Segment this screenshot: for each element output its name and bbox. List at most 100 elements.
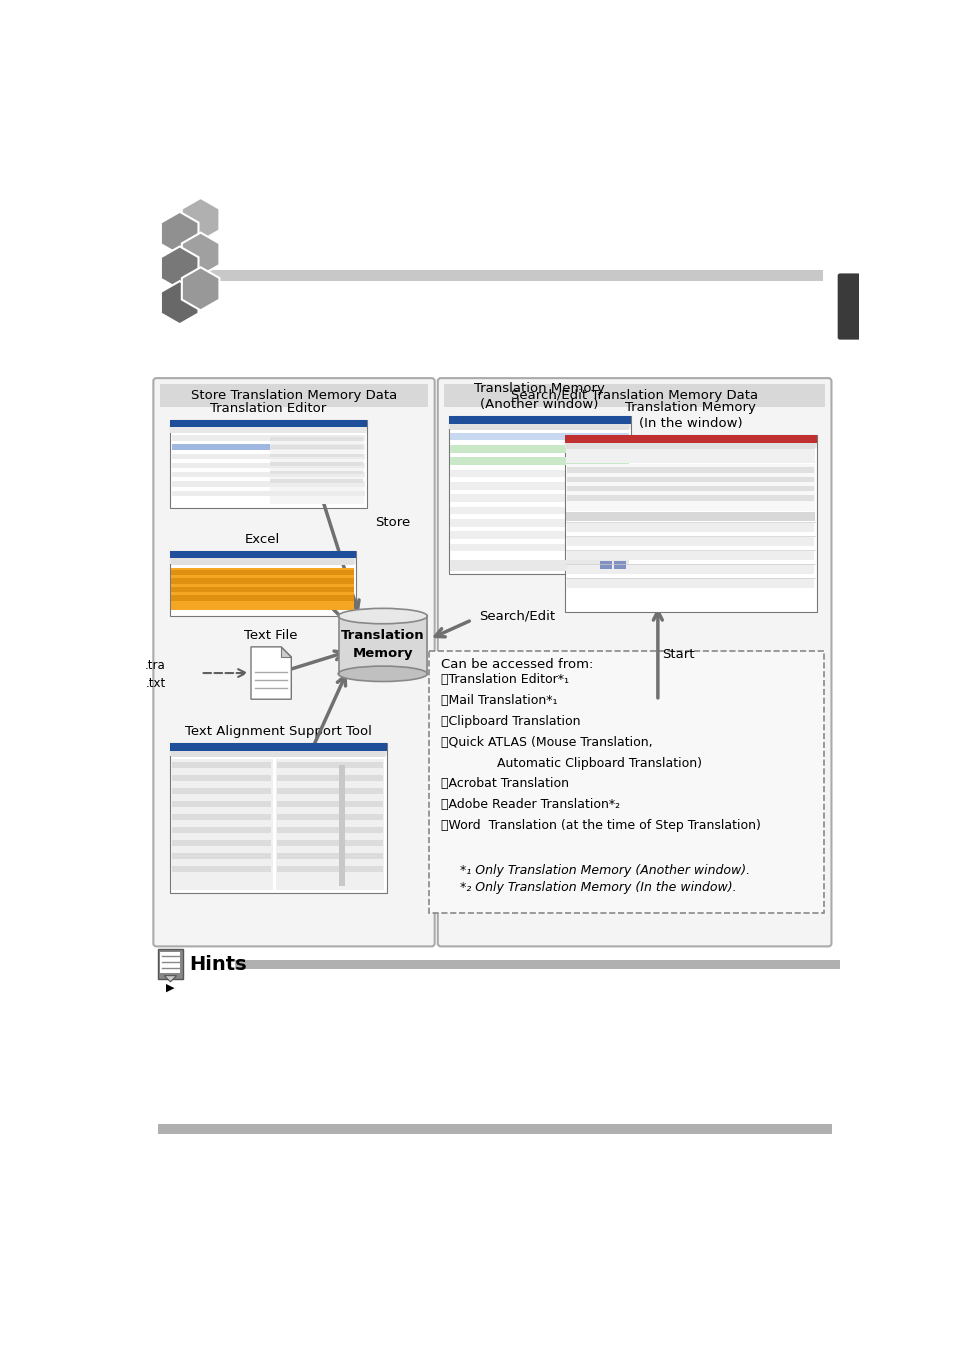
- Text: Text File: Text File: [244, 630, 297, 642]
- Bar: [567, 550, 814, 559]
- Bar: [450, 495, 629, 501]
- Bar: [567, 468, 814, 473]
- Bar: [270, 462, 362, 466]
- Bar: [276, 801, 382, 807]
- Bar: [158, 949, 183, 979]
- Bar: [172, 445, 270, 450]
- Bar: [567, 537, 814, 546]
- Text: Store Translation Memory Data: Store Translation Memory Data: [191, 390, 396, 402]
- Bar: [270, 470, 362, 474]
- Bar: [172, 472, 365, 477]
- Bar: [450, 519, 629, 527]
- Bar: [170, 550, 355, 558]
- Ellipse shape: [337, 608, 427, 624]
- Bar: [172, 853, 271, 860]
- Bar: [235, 960, 840, 969]
- Bar: [567, 495, 814, 500]
- Text: .tra
.txt: .tra .txt: [145, 659, 166, 690]
- Text: Text Alignment Support Tool: Text Alignment Support Tool: [185, 725, 371, 739]
- Bar: [270, 479, 362, 483]
- Text: Automatic Clipboard Translation): Automatic Clipboard Translation): [440, 756, 701, 770]
- Bar: [450, 433, 629, 441]
- Bar: [270, 435, 364, 504]
- Polygon shape: [281, 647, 291, 656]
- Bar: [172, 840, 271, 847]
- Bar: [172, 435, 365, 441]
- Bar: [450, 445, 629, 453]
- Bar: [203, 271, 822, 282]
- Polygon shape: [161, 212, 198, 255]
- Bar: [450, 531, 629, 539]
- Bar: [450, 483, 629, 489]
- Text: ・Clipboard Translation: ・Clipboard Translation: [440, 714, 579, 728]
- Bar: [172, 491, 365, 496]
- Text: Translation
Memory: Translation Memory: [340, 630, 424, 661]
- Ellipse shape: [337, 666, 427, 682]
- Bar: [171, 558, 354, 565]
- Bar: [564, 442, 816, 448]
- Bar: [170, 419, 367, 427]
- Polygon shape: [182, 233, 219, 276]
- Bar: [567, 578, 814, 588]
- Bar: [170, 419, 367, 508]
- FancyBboxPatch shape: [437, 379, 831, 946]
- Polygon shape: [161, 282, 198, 325]
- Bar: [450, 469, 629, 477]
- Bar: [567, 523, 814, 532]
- Bar: [171, 570, 354, 576]
- Text: ・Acrobat Translation: ・Acrobat Translation: [440, 778, 568, 790]
- Bar: [566, 449, 815, 462]
- Bar: [566, 512, 815, 522]
- Text: ・Mail Translation*₁: ・Mail Translation*₁: [440, 694, 557, 708]
- Bar: [450, 457, 629, 465]
- Polygon shape: [161, 247, 198, 290]
- Bar: [566, 464, 815, 511]
- Bar: [448, 417, 630, 574]
- Bar: [270, 437, 362, 441]
- Bar: [275, 759, 383, 890]
- Bar: [448, 417, 630, 423]
- Bar: [170, 751, 386, 756]
- Text: Search/Edit: Search/Edit: [479, 609, 556, 623]
- Text: Translation Editor: Translation Editor: [210, 402, 326, 415]
- Bar: [172, 462, 365, 468]
- Text: ・Translation Editor*₁: ・Translation Editor*₁: [440, 674, 568, 686]
- Text: ▶: ▶: [166, 983, 174, 993]
- Bar: [567, 477, 814, 483]
- Bar: [160, 952, 180, 973]
- Bar: [270, 453, 362, 457]
- Bar: [567, 485, 814, 491]
- Bar: [159, 384, 428, 407]
- FancyBboxPatch shape: [153, 379, 435, 946]
- Bar: [276, 762, 382, 768]
- Bar: [170, 743, 386, 894]
- Bar: [450, 507, 629, 515]
- Bar: [171, 586, 354, 592]
- Bar: [450, 445, 629, 453]
- Bar: [276, 840, 382, 847]
- Bar: [450, 543, 629, 551]
- Bar: [172, 762, 271, 768]
- Text: Start: Start: [661, 648, 694, 661]
- Bar: [158, 1124, 831, 1134]
- Bar: [170, 550, 355, 616]
- Text: Hints: Hints: [189, 954, 247, 973]
- Bar: [172, 481, 365, 487]
- Bar: [171, 596, 354, 601]
- Bar: [171, 759, 273, 890]
- Bar: [172, 814, 271, 820]
- Text: Search/Edit Translation Memory Data: Search/Edit Translation Memory Data: [511, 390, 758, 402]
- FancyBboxPatch shape: [837, 274, 860, 340]
- Bar: [276, 775, 382, 780]
- Text: Can be accessed from:: Can be accessed from:: [440, 658, 593, 671]
- Text: Translation Memory
(In the window): Translation Memory (In the window): [624, 402, 755, 430]
- Polygon shape: [251, 647, 291, 700]
- Bar: [566, 442, 815, 449]
- Bar: [170, 558, 355, 563]
- Bar: [567, 565, 814, 574]
- Bar: [564, 435, 816, 612]
- Bar: [599, 561, 612, 569]
- Bar: [172, 867, 271, 872]
- Bar: [276, 867, 382, 872]
- Bar: [450, 433, 629, 441]
